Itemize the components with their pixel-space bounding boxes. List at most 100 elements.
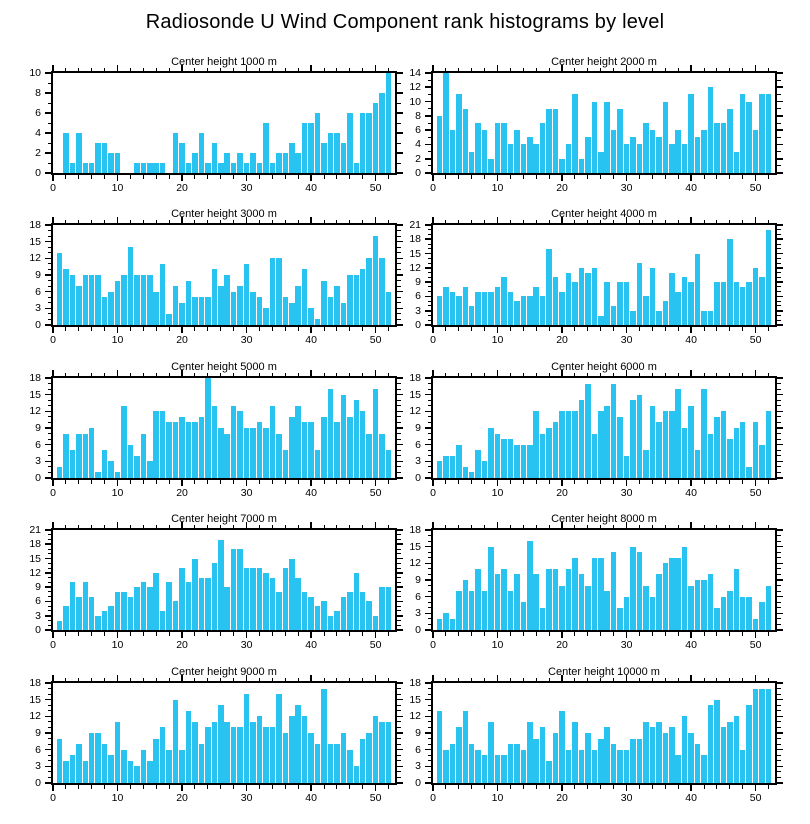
bar (243, 428, 250, 478)
y-tick-mark (397, 230, 401, 232)
y-tick-label: 6 (35, 743, 41, 756)
bar (379, 587, 385, 630)
bar (334, 286, 340, 325)
x-tick-mark (258, 219, 260, 223)
bar (385, 291, 392, 325)
x-tick-mark (561, 522, 563, 528)
y-tick-label: 0 (415, 777, 421, 789)
x-tick-mark (742, 327, 744, 331)
y-tick-label: 9 (35, 269, 41, 281)
x-tick-mark (690, 327, 692, 333)
bar (282, 733, 289, 783)
x-tick-mark (78, 327, 80, 331)
y-tick-mark (45, 586, 51, 588)
x-tick-mark (349, 480, 351, 484)
bar (436, 296, 443, 325)
y-tick-mark (397, 738, 401, 740)
y-tick-mark (397, 715, 403, 718)
x-tick-mark (548, 480, 550, 484)
y-tick-mark (427, 776, 431, 778)
x-tick-mark (336, 480, 338, 484)
y-tick-mark (47, 268, 51, 270)
x-tick-mark (729, 67, 731, 71)
x-tick-mark (155, 327, 157, 331)
y-tick-mark (777, 405, 781, 407)
x-tick-mark (284, 785, 286, 789)
bar (636, 738, 643, 783)
y-tick-label: 0 (35, 319, 41, 331)
bar (481, 130, 488, 173)
bar (501, 123, 507, 173)
bar (514, 744, 520, 783)
bar (301, 422, 308, 478)
y-tick-mark (427, 399, 431, 401)
x-tick-mark (768, 677, 770, 681)
bar (752, 267, 759, 325)
x-tick-mark (484, 677, 486, 681)
y-tick-mark (777, 443, 783, 446)
y-tick-mark (397, 438, 401, 440)
y-tick-label: 15 (29, 388, 41, 401)
bar (662, 563, 669, 630)
y-tick-mark (397, 455, 401, 457)
bar (179, 302, 185, 325)
bar (494, 123, 501, 173)
bar (385, 721, 392, 783)
x-tick-mark (716, 785, 718, 789)
y-tick-mark (777, 618, 781, 620)
x-tick-mark (194, 524, 196, 528)
x-tick-mark (484, 175, 486, 179)
x-tick-label: 50 (749, 639, 762, 651)
x-tick-mark (271, 785, 273, 789)
bar (604, 405, 610, 478)
bar (256, 297, 263, 325)
y-tick-mark (397, 307, 403, 310)
y-tick-mark (47, 710, 51, 712)
y-tick-mark (425, 427, 431, 429)
x-tick-mark (716, 67, 718, 71)
bar (662, 411, 669, 478)
bar (82, 760, 89, 783)
y-tick-mark (777, 629, 783, 631)
x-tick-mark (742, 524, 744, 528)
x-tick-mark (548, 677, 550, 681)
x-tick-mark (116, 785, 119, 791)
bar (559, 291, 565, 325)
x-tick-label: 0 (430, 487, 436, 499)
x-tick-mark (716, 480, 718, 484)
y-tick-mark (777, 248, 781, 250)
x-tick-mark (91, 785, 93, 789)
x-tick-mark (116, 217, 119, 223)
bar (617, 108, 623, 173)
x-tick-mark (587, 327, 589, 331)
bar (301, 269, 308, 325)
bar (237, 286, 243, 325)
y-tick-mark (45, 290, 51, 293)
x-tick-mark (432, 175, 434, 181)
x-tick-mark (768, 219, 770, 223)
bar (546, 568, 552, 630)
x-tick-mark (245, 370, 248, 376)
x-tick-label: 30 (240, 639, 253, 651)
bar (159, 411, 166, 478)
y-tick-mark (45, 698, 51, 701)
x-tick-mark (561, 217, 563, 223)
x-tick-mark (362, 327, 364, 331)
y-tick-label: 0 (35, 624, 41, 636)
bar (688, 405, 694, 478)
bar (656, 422, 662, 478)
bar (701, 389, 707, 478)
x-tick-mark (690, 675, 692, 681)
bar (256, 716, 263, 783)
bar (449, 455, 456, 478)
x-tick-mark (207, 372, 209, 376)
x-tick-mark (432, 327, 434, 333)
y-tick-mark (777, 157, 783, 160)
y-tick-mark (425, 529, 431, 531)
bar (269, 258, 276, 325)
bar (462, 286, 469, 325)
x-tick-mark (129, 632, 131, 636)
x-tick-mark (768, 67, 770, 71)
x-tick-mark (181, 522, 183, 528)
y-tick-mark (47, 624, 51, 626)
